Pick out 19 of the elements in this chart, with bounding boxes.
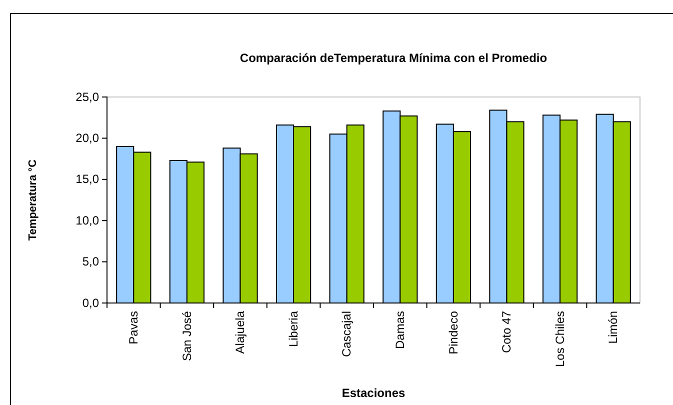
y-tick-label: 10,0 bbox=[76, 213, 100, 228]
chart-title: Comparación deTemperatura Mínima con el Promedio bbox=[240, 51, 548, 65]
x-tick-label: Pindeco bbox=[446, 310, 460, 354]
x-tick-label: Cascajal bbox=[340, 311, 354, 358]
y-tick-label: 20,0 bbox=[76, 131, 100, 146]
y-tick-label: 15,0 bbox=[76, 172, 100, 186]
x-axis-title: Estaciones bbox=[342, 386, 406, 400]
x-tick-label: Limón bbox=[606, 311, 620, 344]
x-tick-label: San José bbox=[180, 310, 194, 362]
x-tick-label: Pavas bbox=[126, 311, 140, 344]
y-tick-label: 0,0 bbox=[82, 296, 100, 310]
y-tick-label: 25,0 bbox=[76, 90, 100, 104]
y-axis-title: Temperatura °C bbox=[27, 159, 39, 241]
x-tick-label: Los Chiles bbox=[552, 311, 567, 368]
x-tick-label: Damas bbox=[392, 311, 407, 350]
x-tick-label: Liberia bbox=[286, 310, 300, 348]
x-tick-label: Alajuela bbox=[233, 310, 248, 354]
y-tick-label: 5,0 bbox=[82, 254, 100, 269]
x-tick-label: Coto 47 bbox=[500, 310, 514, 354]
